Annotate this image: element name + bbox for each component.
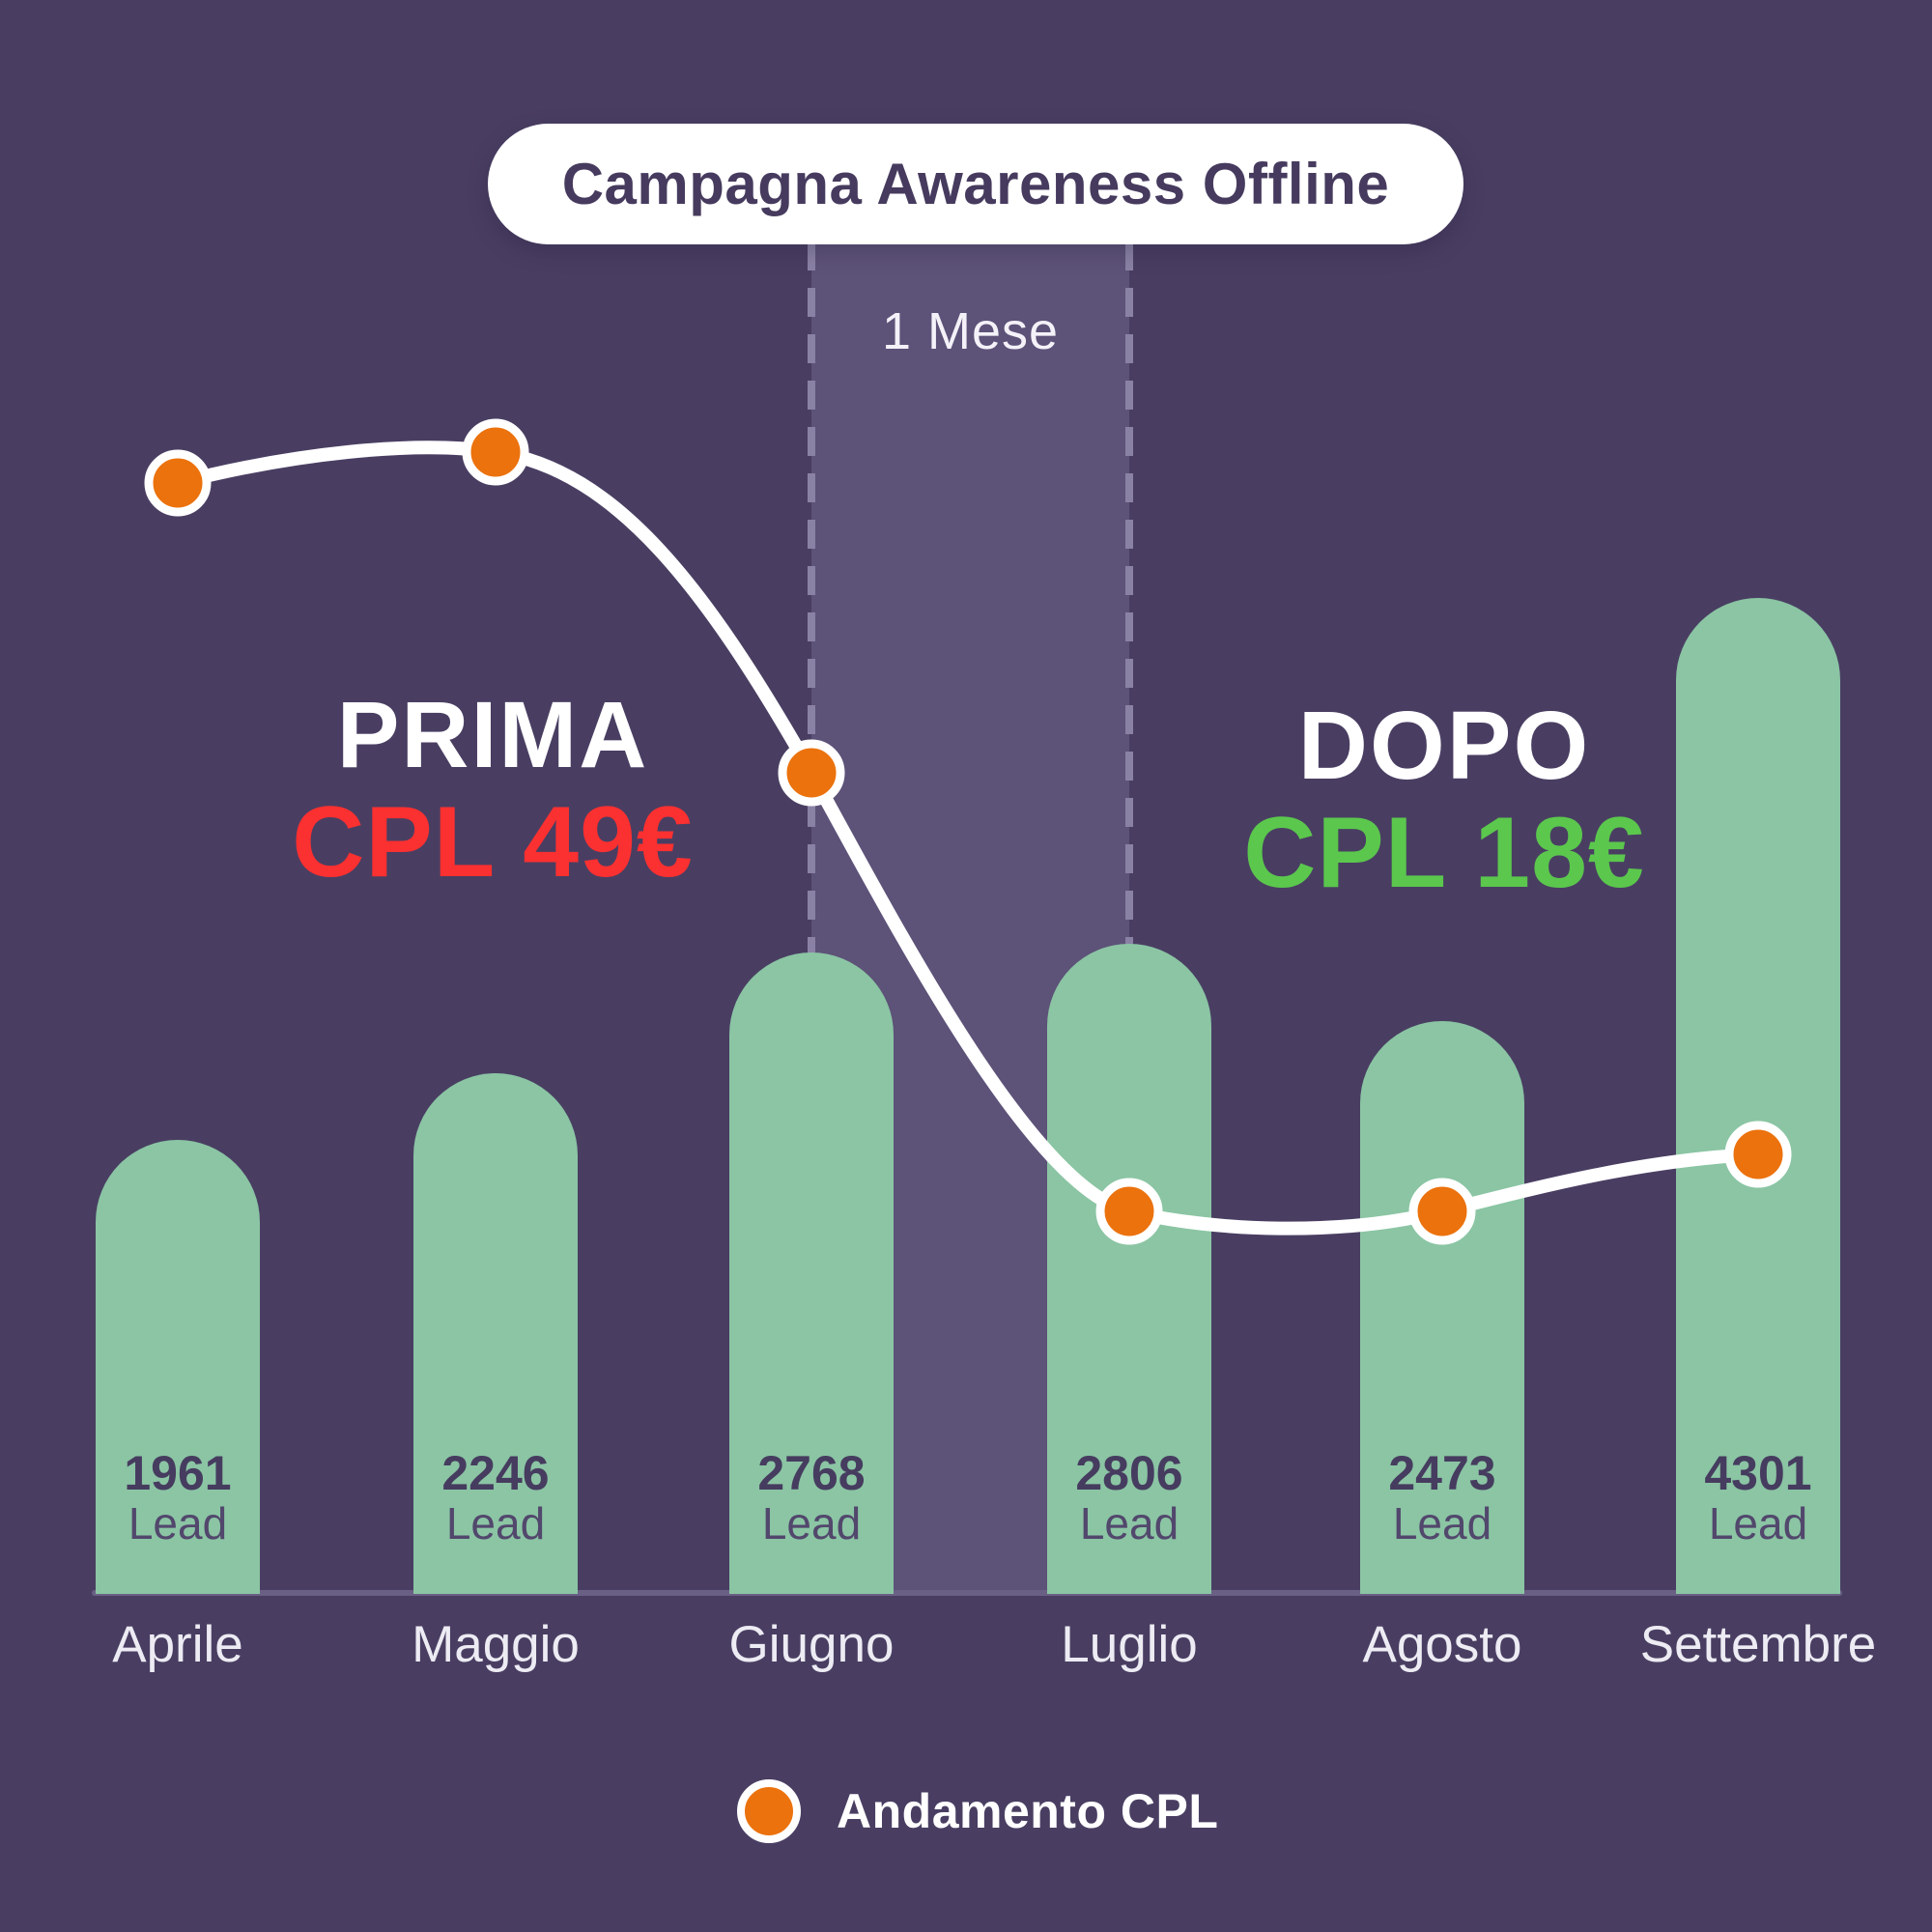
lead-unit: Lead <box>1392 1498 1492 1548</box>
month-label-agosto: Agosto <box>1362 1616 1522 1673</box>
cpl-dot-settembre <box>1724 1121 1792 1188</box>
after-cpl-value: CPL 18€ <box>1243 797 1645 909</box>
bar-settembre <box>1676 598 1840 1594</box>
month-label-giugno: Giugno <box>728 1616 895 1673</box>
bar-lead-label-luglio: 2806 Lead <box>1013 1447 1245 1548</box>
month-label-settembre: Settembre <box>1639 1616 1877 1673</box>
annotation-before: PRIMA CPL 49€ <box>242 682 744 896</box>
bar-giugno <box>729 952 894 1594</box>
bar-agosto <box>1360 1021 1524 1594</box>
band-duration-label: 1 Mese <box>881 302 1060 360</box>
legend-dot-icon <box>737 1779 801 1843</box>
cpl-dot-agosto <box>1408 1178 1476 1245</box>
month-label-aprile: Aprile <box>112 1616 243 1673</box>
x-axis-line <box>92 1590 1842 1596</box>
bar-maggio <box>413 1073 578 1594</box>
before-cpl-value: CPL 49€ <box>292 786 694 898</box>
bar-luglio <box>1047 944 1211 1594</box>
legend-label: Andamento CPL <box>837 1784 1219 1838</box>
lead-count: 2768 <box>757 1446 866 1500</box>
after-title: DOPO <box>1297 692 1591 800</box>
bar-lead-label-settembre: 4301 Lead <box>1642 1447 1874 1548</box>
lead-count: 2473 <box>1388 1446 1496 1500</box>
cpl-dot-luglio <box>1095 1178 1163 1245</box>
cpl-dot-maggio <box>462 418 529 486</box>
bar-lead-label-aprile: 1961 Lead <box>62 1447 294 1548</box>
chart-title: Campagna Awareness Offline <box>561 152 1390 216</box>
month-label-luglio: Luglio <box>1061 1616 1198 1673</box>
chart-title-pill: Campagna Awareness Offline <box>488 124 1463 244</box>
annotation-after: DOPO CPL 18€ <box>1193 693 1695 907</box>
lead-unit: Lead <box>1708 1498 1808 1548</box>
month-label-maggio: Maggio <box>412 1616 580 1673</box>
band-dashed-edge-right <box>1125 242 1133 1594</box>
bar-aprile <box>96 1140 260 1594</box>
before-title: PRIMA <box>336 682 649 787</box>
bar-lead-label-giugno: 2768 Lead <box>696 1447 927 1548</box>
lead-unit: Lead <box>761 1498 862 1548</box>
lead-count: 2246 <box>441 1446 550 1500</box>
lead-unit: Lead <box>128 1498 228 1548</box>
bar-lead-label-maggio: 2246 Lead <box>380 1447 611 1548</box>
bar-lead-label-agosto: 2473 Lead <box>1326 1447 1558 1548</box>
band-dashed-edge-left <box>808 242 815 1594</box>
lead-count: 1961 <box>124 1446 232 1500</box>
lead-count: 4301 <box>1704 1446 1812 1500</box>
cpl-dot-aprile <box>144 449 212 517</box>
lead-count: 2806 <box>1075 1446 1183 1500</box>
lead-unit: Lead <box>1079 1498 1179 1548</box>
cpl-trend-dots <box>144 418 1792 1245</box>
cpl-dot-giugno <box>778 739 845 807</box>
lead-unit: Lead <box>445 1498 546 1548</box>
